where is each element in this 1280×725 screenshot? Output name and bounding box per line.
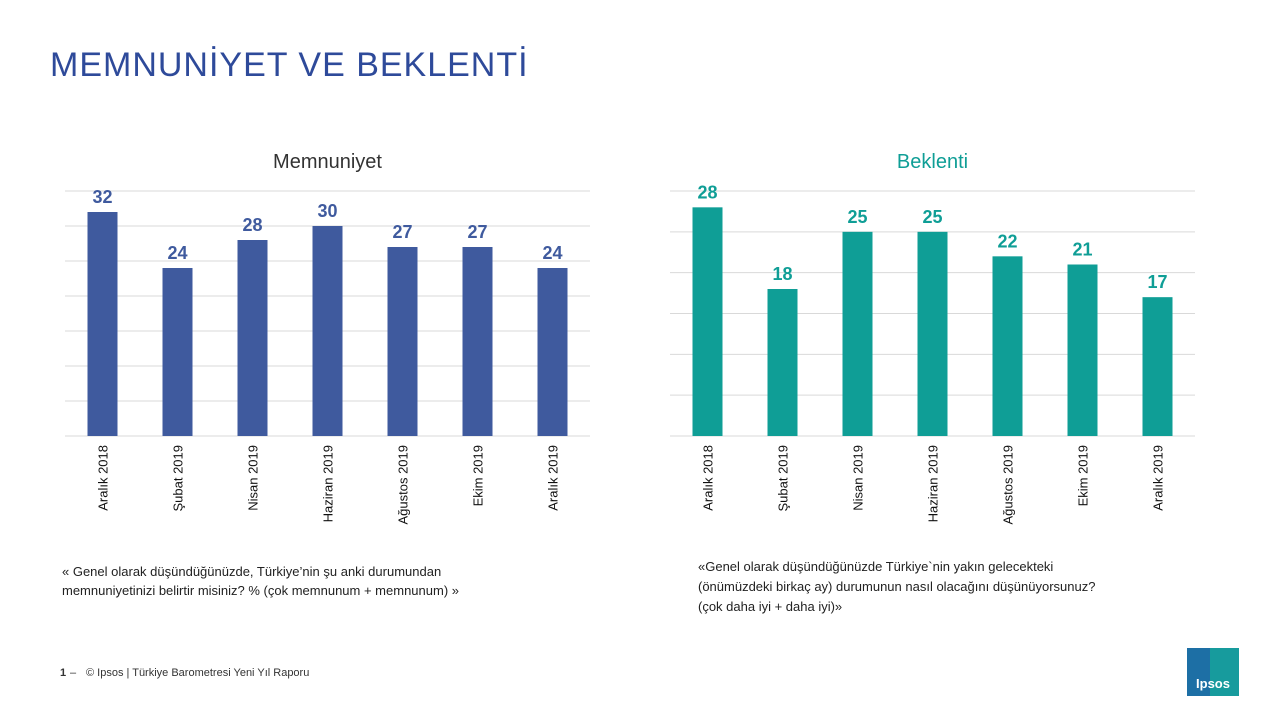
x-tick-label: Şubat 2019 [171, 445, 186, 512]
x-tick-label: Ağustos 2019 [1001, 445, 1016, 525]
value-label: 17 [1147, 272, 1167, 292]
bar [917, 231, 948, 436]
bar [992, 256, 1023, 436]
logo-accent [1210, 648, 1239, 696]
x-tick-label: Nisan 2019 [246, 445, 261, 511]
bar [387, 247, 418, 436]
footer-dash: – [70, 667, 77, 679]
x-tick-label: Aralık 2018 [701, 445, 716, 511]
x-tick-label: Şubat 2019 [776, 445, 791, 512]
chart-title: Memnuniyet [273, 151, 382, 173]
bar [162, 268, 193, 436]
x-tick-label: Haziran 2019 [926, 445, 941, 522]
value-label: 21 [1072, 240, 1092, 260]
bar [537, 268, 568, 436]
x-tick-label: Ekim 2019 [1076, 445, 1091, 506]
value-label: 25 [922, 207, 942, 227]
value-label: 18 [772, 264, 792, 284]
bar [312, 226, 343, 436]
bar [1142, 297, 1173, 436]
value-label: 24 [167, 243, 187, 263]
value-label: 22 [997, 231, 1017, 251]
bar [237, 240, 268, 436]
value-label: 27 [392, 222, 412, 242]
chart-note: (çok daha iyi + daha iyi)» [698, 599, 842, 614]
x-tick-label: Aralık 2019 [1151, 445, 1166, 511]
bar [87, 212, 118, 436]
chart-title: Beklenti [897, 151, 968, 173]
chart-note: «Genel olarak düşündüğünüzde Türkiye`nin… [698, 559, 1053, 574]
chart-note: memnuniyetinizi belirtir misiniz? % (çok… [62, 583, 459, 598]
x-tick-label: Aralık 2019 [546, 445, 561, 511]
value-label: 25 [847, 207, 867, 227]
x-tick-label: Haziran 2019 [321, 445, 336, 522]
x-tick-label: Ekim 2019 [471, 445, 486, 506]
value-label: 28 [697, 182, 717, 202]
bar [842, 231, 873, 436]
slide-title: MEMNUNİYET VE BEKLENTİ [50, 46, 529, 84]
bar [1067, 264, 1098, 436]
value-label: 32 [92, 187, 112, 207]
value-label: 24 [542, 243, 562, 263]
value-label: 30 [317, 201, 337, 221]
bar [692, 207, 723, 436]
chart-note: « Genel olarak düşündüğünüzde, Türkiye’n… [62, 564, 441, 579]
bar [462, 247, 493, 436]
x-tick-label: Nisan 2019 [851, 445, 866, 511]
footer-text: © Ipsos | Türkiye Barometresi Yeni Yıl R… [86, 667, 309, 679]
value-label: 27 [467, 222, 487, 242]
x-tick-label: Ağustos 2019 [396, 445, 411, 525]
logo-text: Ipsos [1196, 676, 1230, 691]
bar [767, 289, 798, 436]
x-tick-label: Aralık 2018 [96, 445, 111, 511]
value-label: 28 [242, 215, 262, 235]
page-number: 1 [60, 667, 66, 679]
chart-note: (önümüzdeki birkaç ay) durumunun nasıl o… [698, 579, 1095, 594]
